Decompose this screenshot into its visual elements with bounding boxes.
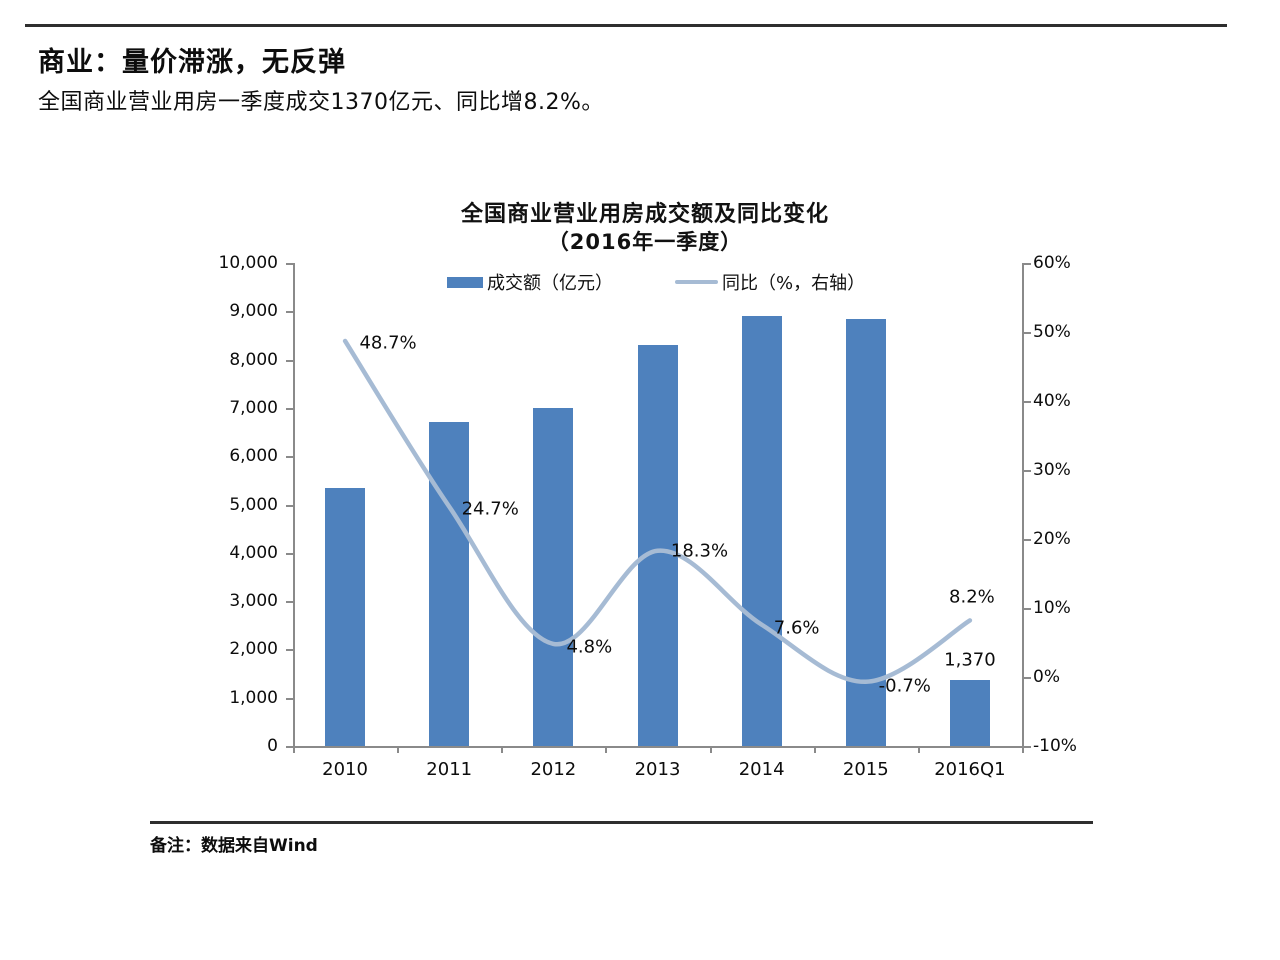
line-value-label: 48.7%: [359, 332, 417, 354]
bar-2016Q1: [949, 679, 990, 746]
y-axis-left-tick: [286, 456, 293, 459]
y-axis-right-tick-label: 10%: [1033, 598, 1071, 618]
line-value-label: 18.3%: [670, 540, 729, 562]
y-axis-right-tick-label: 0%: [1033, 667, 1060, 687]
y-axis-left-tick-label: 5,000: [229, 494, 278, 515]
y-axis-left-tick-label: 9,000: [229, 301, 278, 322]
y-axis-right-tick: [1024, 539, 1031, 541]
x-axis-tick: [709, 746, 712, 753]
x-axis-category-label: 2016Q1: [934, 759, 1006, 780]
y-axis-left-tick-label: 7,000: [229, 397, 278, 418]
y-axis-left-tick: [286, 407, 293, 410]
footer-divider: [150, 821, 1093, 824]
x-axis-tick: [605, 746, 608, 753]
bar-series-swatch-icon: [447, 276, 483, 288]
y-axis-right-tick: [1024, 470, 1031, 472]
y-axis-right-tick-label: 60%: [1033, 253, 1071, 273]
x-axis-tick: [501, 746, 504, 753]
y-axis-left-tick-label: 0: [267, 736, 278, 756]
y-axis-right-tick: [1024, 332, 1031, 334]
legend-item-line-series: 同比（%，右轴）: [675, 269, 865, 295]
line-series-swatch-icon: [675, 280, 718, 284]
y-axis-left-tick: [286, 263, 293, 265]
x-axis: [293, 746, 1024, 748]
x-axis-tick: [293, 746, 295, 753]
y-axis-right-tick-label: 20%: [1033, 529, 1071, 549]
y-axis-left-tick: [286, 311, 293, 314]
y-axis-right-tick-label: -10%: [1033, 736, 1077, 756]
legend-item-bar-series: 成交额（亿元）: [447, 269, 613, 295]
y-axis-left-tick-label: 6,000: [229, 446, 278, 467]
line-value-label: 4.8%: [566, 636, 613, 658]
page-subtitle: 全国商业营业用房一季度成交1370亿元、同比增8.2%。: [38, 90, 604, 115]
legend-bar-label: 成交额（亿元）: [487, 273, 613, 294]
chart-title: 全国商业营业用房成交额及同比变化: [460, 202, 829, 227]
x-axis-tick: [1022, 746, 1024, 753]
bar-2012: [533, 407, 574, 746]
y-axis-right-tick: [1024, 746, 1031, 748]
y-axis-left-tick: [286, 746, 293, 748]
y-axis-left-tick-label: 10,000: [218, 253, 278, 273]
x-axis-tick: [397, 746, 400, 753]
y-axis-right: [1022, 263, 1024, 752]
bar-value-label: 1,370: [944, 649, 996, 671]
y-axis-right-tick-label: 30%: [1033, 460, 1071, 480]
y-axis-left-tick: [286, 601, 293, 604]
x-axis-category-label: 2011: [426, 759, 473, 780]
y-axis-right-tick-label: 40%: [1033, 391, 1071, 411]
x-axis-tick: [917, 746, 920, 753]
line-value-label: 8.2%: [949, 586, 995, 608]
y-axis-left-tick-label: 2,000: [229, 639, 278, 660]
x-axis-category-label: 2013: [634, 759, 681, 780]
y-axis-right-tick: [1024, 608, 1031, 610]
line-value-label: -0.7%: [878, 675, 931, 697]
bar-2014: [741, 316, 782, 746]
y-axis-left-tick: [286, 504, 293, 507]
y-axis-left-tick-label: 8,000: [229, 349, 278, 370]
y-axis-right-tick: [1024, 263, 1031, 265]
y-axis-left-tick-label: 4,000: [229, 542, 278, 563]
y-axis-left-tick: [286, 359, 293, 362]
y-axis-left-tick: [286, 649, 293, 652]
x-axis-category-label: 2012: [530, 759, 577, 780]
legend-line-label: 同比（%，右轴）: [722, 273, 866, 294]
bar-2010: [325, 487, 366, 746]
y-axis-left-tick-label: 3,000: [229, 591, 278, 612]
y-axis-left-tick: [286, 552, 293, 555]
bar-2011: [429, 422, 470, 746]
y-axis-right-tick: [1024, 677, 1031, 679]
y-axis-left: [293, 263, 295, 752]
y-axis-left-tick: [286, 697, 293, 700]
footnote: 备注：数据来自Wind: [150, 836, 318, 856]
x-axis-category-label: 2010: [322, 759, 368, 780]
y-axis-right-tick-label: 50%: [1033, 322, 1071, 342]
line-value-label: 7.6%: [773, 617, 820, 639]
line-value-label: 24.7%: [461, 498, 519, 520]
x-axis-tick: [813, 746, 816, 753]
x-axis-category-label: 2015: [842, 759, 889, 780]
top-divider: [25, 24, 1227, 27]
y-axis-right-tick: [1024, 401, 1031, 403]
page-title: 商业：量价滞涨，无反弹: [38, 47, 346, 78]
y-axis-left-tick-label: 1,000: [229, 687, 278, 708]
chart-subtitle: （2016年一季度）: [547, 230, 743, 254]
x-axis-category-label: 2014: [738, 759, 785, 780]
